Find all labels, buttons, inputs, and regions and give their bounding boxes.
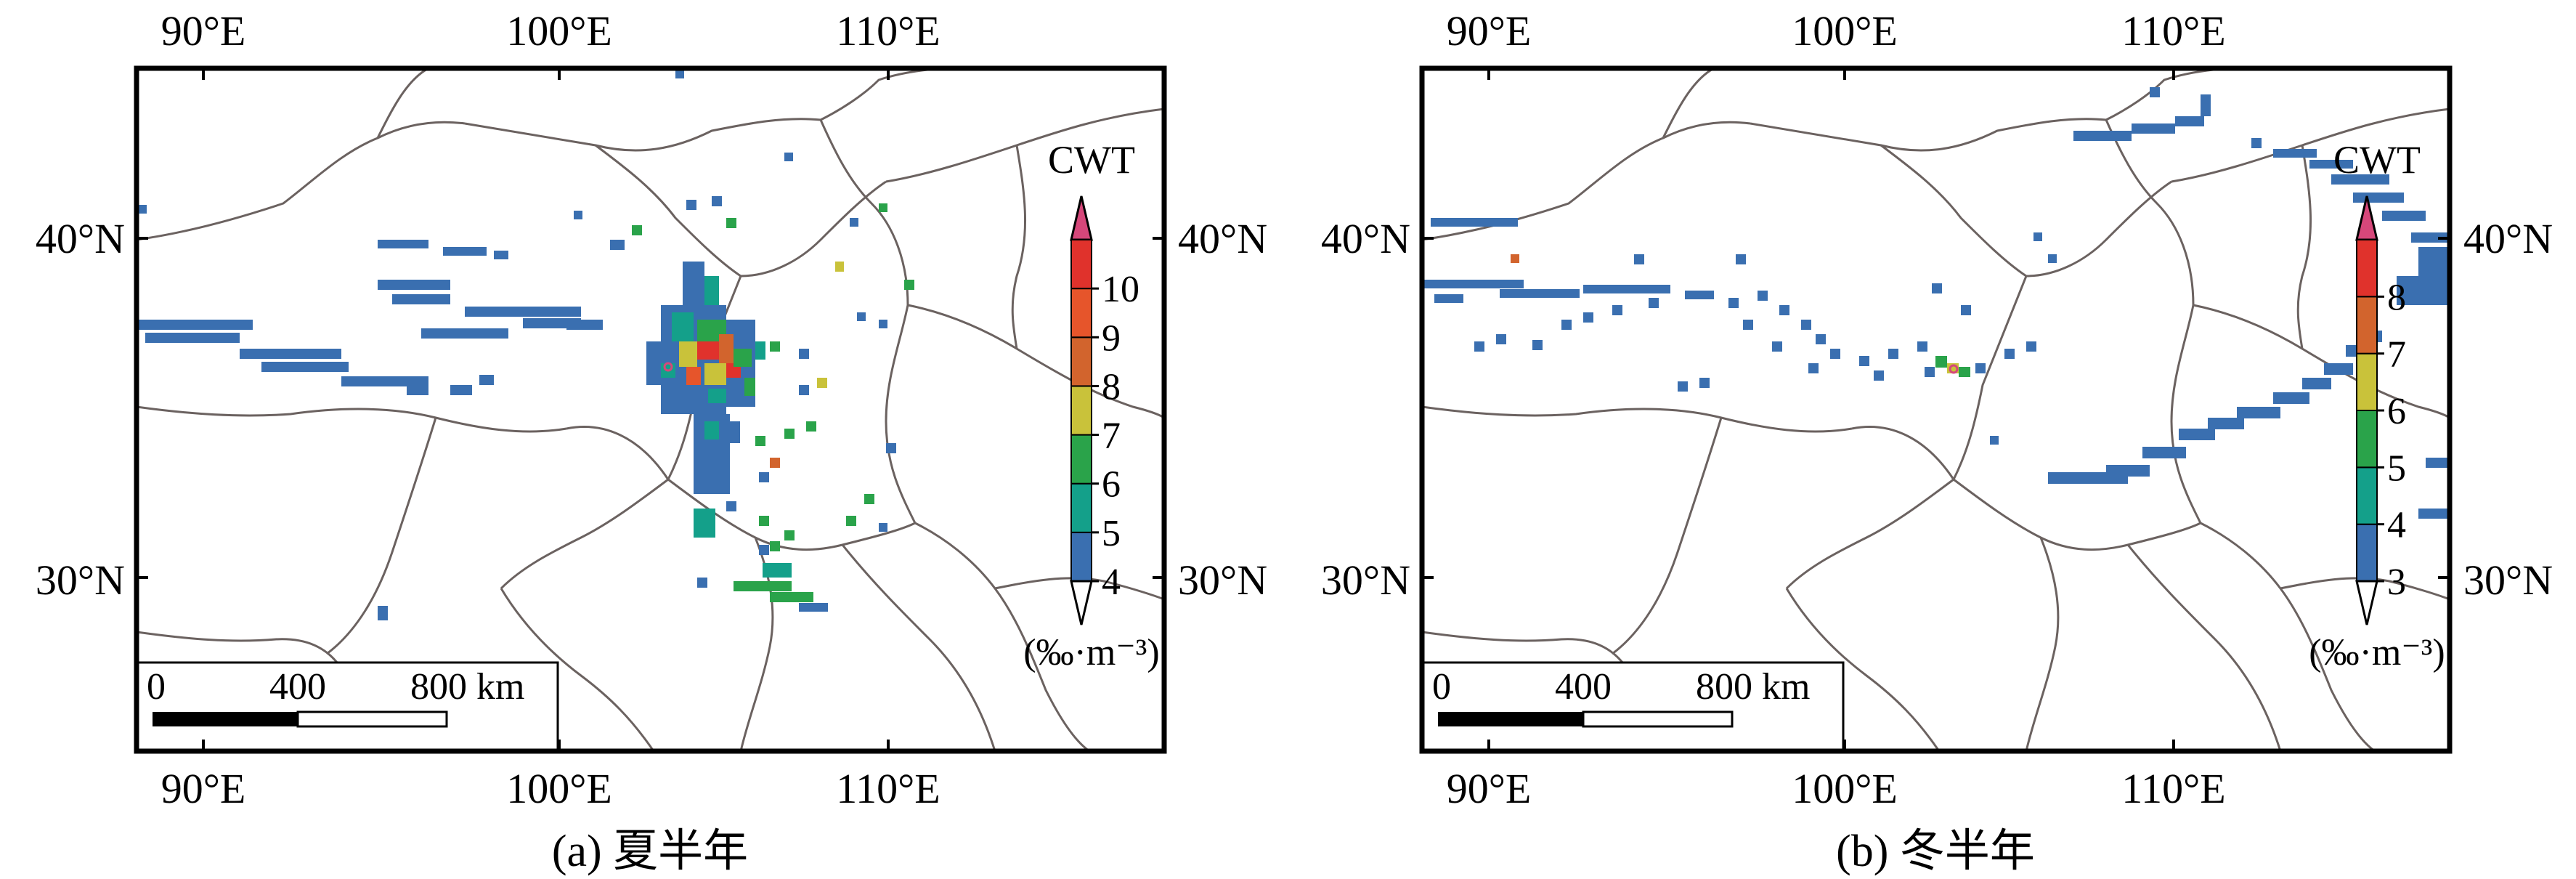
colorbar-segment xyxy=(1070,482,1092,533)
lat-tick-right-30: 30°N xyxy=(1178,556,1267,604)
panel-b: 90°E 100°E 110°E 90°E 100°E 110°E 40°N 3… xyxy=(1321,7,2553,876)
colorbar-segment xyxy=(2356,239,2378,298)
colorbar-a: CWT 4 5 6 7 8 9 10 (‰·m⁻³) xyxy=(1023,138,1159,673)
lon-tick-bottom-100: 100°E xyxy=(1792,765,1898,812)
colorbar-tick-label: 5 xyxy=(2387,447,2406,489)
scale-label-400: 400 xyxy=(1555,666,1612,708)
colorbar-unit-b: (‰·m⁻³) xyxy=(2309,632,2445,673)
colorbar-segment xyxy=(2356,296,2378,355)
scale-label-800: 800 km xyxy=(410,666,524,708)
colorbar-unit-a: (‰·m⁻³) xyxy=(1023,632,1159,673)
colorbar-segment xyxy=(1070,336,1092,387)
lon-tick-bottom-110: 110°E xyxy=(836,765,940,812)
province-boundaries xyxy=(1422,68,2450,751)
colorbar-tick-label: 8 xyxy=(1102,366,1121,408)
panel-a: 90°E 100°E 110°E 90°E 100°E 110°E 40°N 3… xyxy=(36,7,1267,876)
colorbar-over-triangle xyxy=(1070,195,1093,241)
lon-tick-top-90: 90°E xyxy=(161,7,246,54)
colorbar-tick-label: 6 xyxy=(1102,464,1121,506)
colorbar-title-b: CWT xyxy=(2333,138,2421,182)
lon-tick-bottom-110: 110°E xyxy=(2121,765,2225,812)
cwt-cells xyxy=(137,70,914,620)
colorbar-tick-label: 8 xyxy=(2387,277,2406,318)
colorbar-tick-label: 3 xyxy=(2387,562,2406,603)
lat-tick-right-30: 30°N xyxy=(2463,556,2553,604)
colorbar-segment xyxy=(1070,434,1092,485)
colorbar-tick-label: 6 xyxy=(2387,391,2406,432)
colorbar-segment xyxy=(2356,410,2378,469)
lat-tick-left-30: 30°N xyxy=(1321,556,1410,604)
colorbar-segment xyxy=(1070,239,1092,290)
colorbar-tick-label: 5 xyxy=(1102,513,1121,554)
scale-label-0: 0 xyxy=(147,666,166,708)
colorbar-segment xyxy=(2356,352,2378,411)
scale-bar-b: 0 400 800 km xyxy=(1422,661,1845,751)
scale-label-0: 0 xyxy=(1432,666,1451,708)
map-frame-a xyxy=(134,65,1167,754)
colorbar-title-a: CWT xyxy=(1048,138,1135,182)
lat-tick-left-40: 40°N xyxy=(1321,215,1410,262)
province-boundaries xyxy=(137,68,1164,751)
lon-tick-top-110: 110°E xyxy=(836,7,940,54)
scale-label-800: 800 km xyxy=(1696,666,1810,708)
colorbar-tick-label: 7 xyxy=(2387,334,2406,376)
colorbar-under-triangle xyxy=(1070,580,1093,625)
lat-tick-left-40: 40°N xyxy=(36,215,125,262)
colorbar-tick-label: 4 xyxy=(2387,505,2406,546)
map-frame-b xyxy=(1419,65,2453,754)
colorbar-tick-label: 10 xyxy=(1102,269,1139,310)
lat-tick-left-30: 30°N xyxy=(36,556,125,604)
scale-bar-a: 0 400 800 km xyxy=(137,661,559,751)
colorbar-b: CWT 3 4 5 6 7 8 (‰·m⁻³) xyxy=(2309,138,2445,673)
lon-tick-bottom-90: 90°E xyxy=(161,765,246,812)
colorbar-segment xyxy=(1070,385,1092,436)
lon-tick-top-100: 100°E xyxy=(1792,7,1898,54)
lon-tick-top-110: 110°E xyxy=(2121,7,2225,54)
caption-a: (a) 夏半年 xyxy=(552,827,748,876)
lon-tick-top-90: 90°E xyxy=(1447,7,1532,54)
lat-tick-right-40: 40°N xyxy=(2463,215,2553,262)
colorbar-tick-label: 4 xyxy=(1102,562,1121,603)
lon-tick-top-100: 100°E xyxy=(506,7,612,54)
colorbar-tick-label: 7 xyxy=(1102,416,1121,457)
colorbar-under-triangle xyxy=(2355,580,2378,625)
cwt-cells xyxy=(1422,87,2450,519)
colorbar-segment xyxy=(1070,288,1092,339)
caption-b: (b) 冬半年 xyxy=(1836,827,2035,876)
colorbar-segment xyxy=(2356,466,2378,525)
colorbar-segment xyxy=(2356,523,2378,583)
colorbar-tick-label: 9 xyxy=(1102,317,1121,359)
lat-tick-right-40: 40°N xyxy=(1178,215,1267,262)
lon-tick-bottom-90: 90°E xyxy=(1447,765,1532,812)
colorbar-segment xyxy=(1070,531,1092,582)
scale-label-400: 400 xyxy=(269,666,326,708)
lon-tick-bottom-100: 100°E xyxy=(506,765,612,812)
